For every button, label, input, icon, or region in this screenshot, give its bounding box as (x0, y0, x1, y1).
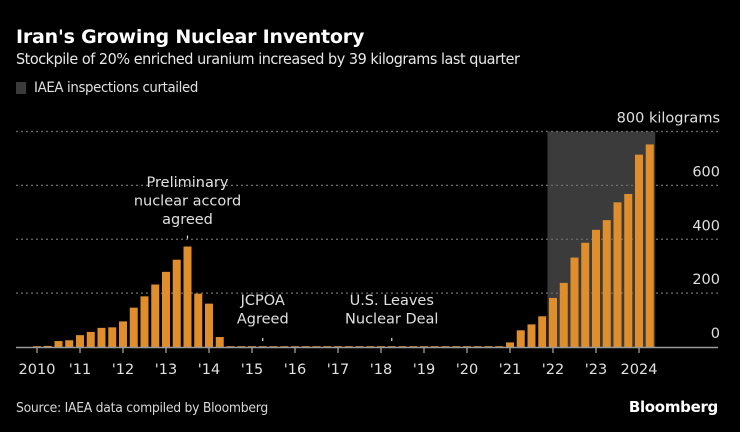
x-tick-label: '22 (542, 362, 564, 378)
bar (108, 327, 117, 347)
bar (398, 346, 407, 347)
bar (409, 346, 418, 347)
x-tick-label: '21 (499, 362, 521, 378)
bar (549, 297, 557, 347)
bar (377, 346, 385, 347)
bloomberg-logo: Bloomberg (628, 398, 718, 416)
x-tick-label: '12 (112, 362, 134, 378)
bar (323, 346, 332, 347)
annotation-text: Nuclear Deal (345, 312, 438, 328)
bar (119, 321, 127, 347)
bar (291, 346, 299, 347)
x-tick-label: '23 (585, 362, 607, 378)
bar (581, 242, 590, 347)
x-tick-label: '14 (198, 362, 220, 378)
y-tick-label: 600 (692, 164, 720, 180)
bar (559, 282, 568, 347)
bar (140, 296, 149, 347)
bar (484, 346, 493, 347)
y-tick-label: 400 (692, 218, 720, 234)
x-tick-label: 2024 (621, 362, 658, 378)
annotation-text: Preliminary (147, 175, 229, 191)
bar (258, 346, 267, 347)
bar (215, 337, 224, 347)
bar (172, 259, 181, 347)
bar (312, 346, 321, 347)
bar (635, 154, 643, 347)
annotation-text: agreed (162, 212, 213, 228)
bar (65, 340, 74, 347)
annotation-text: JCPOA (240, 293, 285, 309)
annotation: JCPOA Agreed (237, 293, 289, 341)
bar (495, 346, 504, 347)
bar (441, 346, 450, 347)
bar (269, 346, 278, 347)
bar (430, 346, 439, 347)
bar (43, 345, 52, 347)
bar (463, 346, 471, 347)
bar (355, 346, 364, 347)
bar (33, 346, 41, 347)
y-tick-label: 800 kilograms (617, 111, 720, 127)
x-tick-label: '20 (456, 362, 478, 378)
bar (645, 144, 654, 347)
bar (602, 220, 611, 347)
bar (592, 229, 600, 347)
annotation-text: U.S. Leaves (350, 293, 434, 309)
bar (76, 335, 84, 347)
bar (237, 346, 246, 347)
annotation-text: nuclear accord (134, 194, 241, 210)
chart-title: Iran's Growing Nuclear Inventory (16, 26, 365, 48)
bar (151, 284, 160, 347)
bar (280, 346, 289, 347)
bar (205, 303, 213, 347)
x-tick-label: 2010 (19, 362, 56, 378)
bar (506, 342, 514, 347)
annotation: Preliminary nuclear accord agreed (134, 175, 241, 239)
bar (366, 346, 375, 347)
x-tick-label: '16 (284, 362, 306, 378)
annotation: U.S. Leaves Nuclear Deal (345, 293, 438, 341)
bar (624, 193, 633, 347)
x-tick-label: '11 (69, 362, 91, 378)
x-tick-label: '15 (241, 362, 263, 378)
bar (54, 341, 63, 347)
bar (97, 327, 106, 347)
bar (613, 202, 622, 347)
bar (473, 346, 482, 347)
bar (129, 307, 138, 347)
bar (516, 330, 525, 347)
bar (194, 293, 203, 347)
bar (226, 346, 235, 347)
y-tick-label: 200 (692, 272, 720, 288)
x-tick-label: '13 (155, 362, 177, 378)
x-tick-label: '17 (327, 362, 349, 378)
source-note: Source: IAEA data compiled by Bloomberg (16, 400, 268, 416)
legend-label: IAEA inspections curtailed (34, 80, 198, 96)
y-tick-label: 0 (711, 326, 720, 342)
x-tick-label: '18 (370, 362, 392, 378)
legend-swatch-shaded (16, 82, 26, 94)
bar (387, 346, 396, 347)
bar (527, 324, 536, 347)
bar (248, 346, 256, 347)
bar (570, 257, 579, 347)
chart-subtitle: Stockpile of 20% enriched uranium increa… (16, 50, 520, 68)
bar (344, 346, 353, 347)
bar (162, 271, 170, 347)
legend: IAEA inspections curtailed (16, 80, 212, 96)
bar (420, 346, 428, 347)
bar (334, 346, 342, 347)
bar (183, 246, 192, 347)
bar (538, 316, 547, 347)
annotation-text: Agreed (237, 312, 289, 328)
bar (301, 346, 310, 347)
x-tick-label: '19 (413, 362, 435, 378)
bar (86, 331, 95, 347)
bar (452, 346, 461, 347)
